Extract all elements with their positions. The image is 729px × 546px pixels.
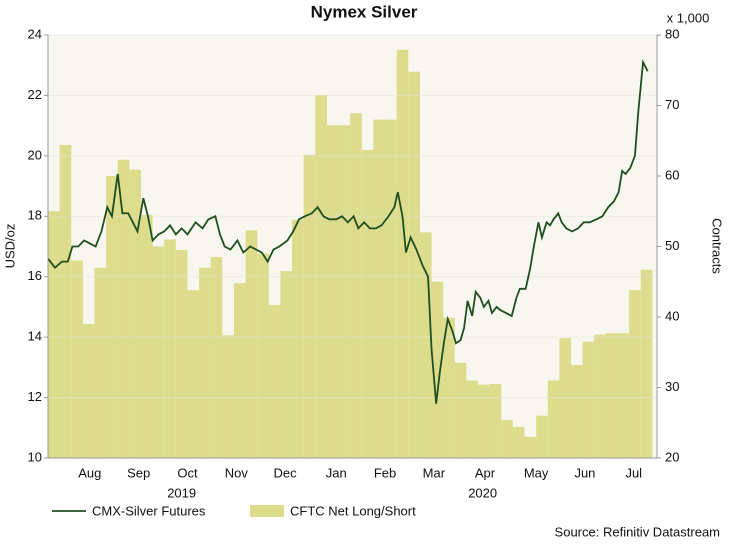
bar — [524, 436, 537, 458]
y2-unit-label: x 1,000 — [667, 10, 710, 25]
bar — [71, 260, 83, 458]
bar — [257, 253, 269, 458]
bar — [152, 246, 165, 458]
y2-tick-label: 70 — [665, 97, 679, 112]
y-tick-label: 16 — [28, 268, 42, 283]
bar — [233, 283, 246, 458]
y2-tick-label: 40 — [665, 308, 679, 323]
x-tick-label: Jul — [625, 465, 642, 480]
bar — [385, 119, 397, 458]
year-label: 2019 — [167, 485, 196, 500]
bar — [164, 239, 176, 458]
bar — [175, 250, 188, 458]
bar — [640, 269, 653, 458]
y-tick-label: 10 — [28, 449, 42, 464]
bar — [117, 159, 130, 458]
bar — [280, 271, 293, 458]
y-tick-label: 14 — [28, 329, 42, 344]
chart-title: Nymex Silver — [311, 2, 418, 21]
year-label: 2020 — [468, 485, 497, 500]
y2-tick-label: 50 — [665, 238, 679, 253]
x-tick-label: Aug — [78, 465, 101, 480]
y2-tick-label: 60 — [665, 167, 679, 182]
bar — [82, 324, 95, 458]
y-tick-label: 20 — [28, 147, 42, 162]
bar — [617, 333, 630, 458]
legend-swatch — [250, 505, 284, 517]
bar — [59, 144, 72, 459]
y-tick-label: 18 — [28, 208, 42, 223]
bar — [396, 49, 409, 459]
bar — [512, 426, 525, 458]
y-axis-label: USD/oz — [2, 224, 17, 269]
bar — [245, 230, 258, 458]
bar — [478, 384, 490, 458]
bar — [605, 333, 618, 458]
x-tick-label: Jun — [574, 465, 595, 480]
bar — [350, 113, 362, 458]
bar — [629, 290, 641, 458]
bar — [408, 71, 420, 458]
bar — [140, 214, 153, 458]
x-tick-label: May — [524, 465, 549, 480]
x-tick-label: Apr — [475, 465, 496, 480]
y-tick-label: 22 — [28, 87, 42, 102]
x-tick-label: Jan — [326, 465, 347, 480]
bar — [559, 338, 571, 458]
bar — [94, 267, 107, 458]
bar — [419, 232, 432, 458]
legend-label: CMX-Silver Futures — [92, 503, 206, 518]
x-tick-label: Oct — [177, 465, 198, 480]
bar — [361, 149, 374, 459]
y2-axis-label: Contracts — [710, 218, 725, 274]
y-tick-label: 24 — [28, 26, 42, 41]
x-tick-label: Nov — [225, 465, 249, 480]
x-tick-label: Feb — [374, 465, 396, 480]
y2-tick-label: 80 — [665, 26, 679, 41]
bar — [373, 119, 386, 458]
bar — [210, 257, 223, 458]
bar — [594, 334, 606, 458]
bar — [129, 169, 141, 458]
bar — [303, 154, 316, 458]
source-note: Source: Refinitiv Datastream — [555, 524, 720, 539]
bar — [454, 362, 467, 458]
bar — [199, 267, 211, 458]
bar — [338, 125, 351, 459]
x-tick-label: Dec — [274, 465, 298, 480]
bar — [106, 176, 118, 458]
bar — [292, 219, 304, 458]
bar — [48, 211, 60, 458]
bar — [501, 419, 513, 458]
y2-tick-label: 30 — [665, 379, 679, 394]
bar — [222, 335, 234, 458]
bar — [547, 380, 560, 458]
y-tick-label: 12 — [28, 389, 42, 404]
bar — [570, 364, 583, 458]
bar — [582, 341, 595, 458]
bar — [431, 281, 444, 458]
y2-tick-label: 20 — [665, 449, 679, 464]
bar — [268, 305, 281, 458]
bar — [489, 383, 502, 458]
line — [47, 59, 649, 404]
bar — [443, 317, 455, 458]
bar — [536, 415, 548, 458]
legend-label: CFTC Net Long/Short — [290, 503, 416, 518]
x-tick-label: Sep — [127, 465, 150, 480]
bar — [466, 380, 479, 458]
x-tick-label: Mar — [423, 465, 446, 480]
bar — [187, 290, 200, 458]
bar — [326, 125, 339, 459]
